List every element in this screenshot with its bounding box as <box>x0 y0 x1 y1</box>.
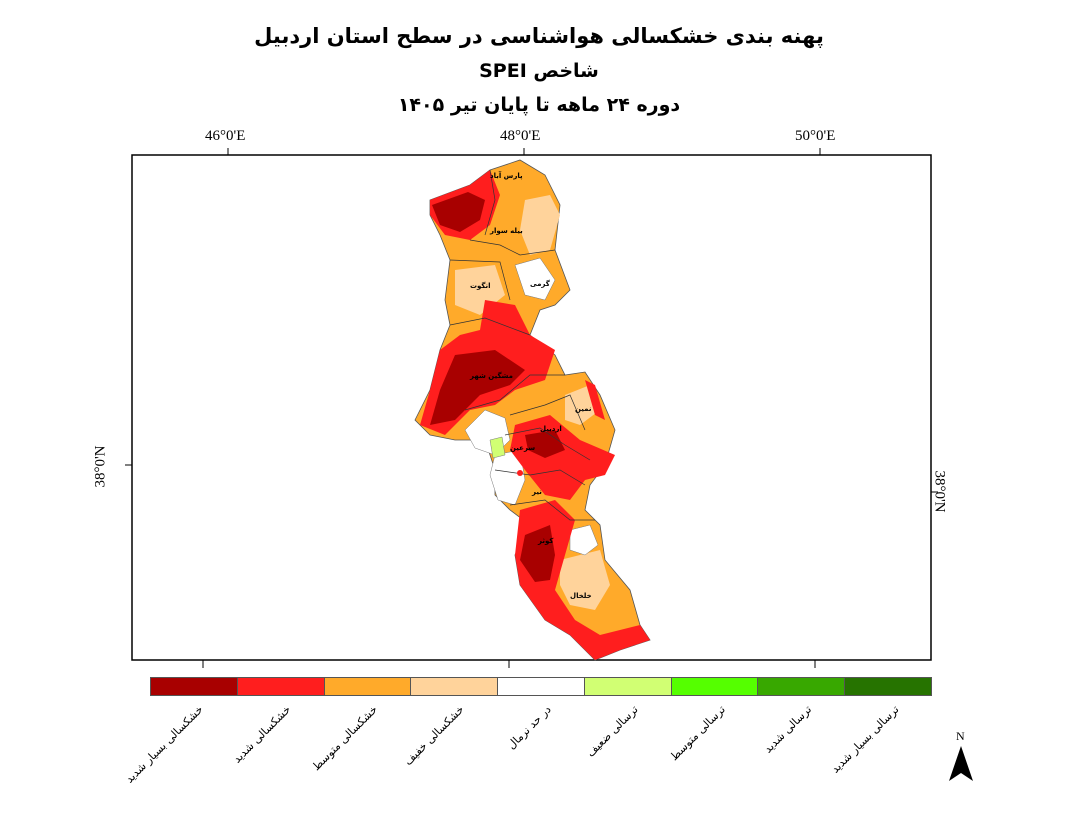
legend-swatch-2 <box>324 678 412 695</box>
zone-very-severe-ardabil <box>525 430 565 458</box>
label-nir: نیر <box>532 488 542 496</box>
zone-mild-north <box>520 195 560 255</box>
period-subtitle: دوره ۲۴ ماهه تا پایان تیر ۱۴۰۵ <box>397 94 681 116</box>
map-frame <box>131 154 932 661</box>
point-marker <box>517 470 523 476</box>
label-ardabil: اردبیل <box>540 425 562 433</box>
county-boundaries <box>449 169 595 521</box>
zone-severe-east <box>585 380 605 420</box>
zone-weak-wet <box>489 436 506 459</box>
zone-very-severe-north <box>432 192 485 232</box>
label-ungut: انگوت <box>470 282 491 290</box>
legend-swatch-8 <box>845 678 932 695</box>
zone-very-severe-meshgin <box>430 350 525 425</box>
label-namin: نمین <box>575 405 592 413</box>
zone-very-severe-south <box>520 525 555 582</box>
label-khalkhal: خلخال <box>570 592 592 600</box>
label-bilesavar: بیله سوار <box>490 227 523 235</box>
legend-swatch-4 <box>498 678 585 695</box>
map-title: پهنه بندی خشکسالی هواشناسی در سطح استان … <box>254 24 824 48</box>
legend-swatch-3 <box>411 678 499 695</box>
lon-tick-46: 46°0'E <box>205 128 246 144</box>
lon-tick-48: 48°0'E <box>500 128 541 144</box>
zone-normal-south <box>569 524 599 556</box>
legend-swatch-6 <box>671 678 759 695</box>
index-subtitle: شاخص SPEI <box>479 60 599 82</box>
zone-normal-germi <box>514 257 556 301</box>
lon-tick-50: 50°0'E <box>795 128 836 144</box>
legend-swatch-0 <box>151 678 238 695</box>
north-letter: N <box>956 729 965 743</box>
label-kowsar: کوثر <box>538 537 554 545</box>
legend-swatch-7 <box>758 678 846 695</box>
zone-mild-khalkhal <box>560 550 610 610</box>
legend-swatch-1 <box>237 678 325 695</box>
legend-swatch-5 <box>584 678 672 695</box>
label-sareyn: سرعین <box>510 444 536 452</box>
label-parsabad: پارس آباد <box>490 172 523 180</box>
legend-bar <box>150 677 932 696</box>
label-germi: گرمی <box>530 280 550 288</box>
label-meshginshahr: مشگین شهر <box>470 372 513 380</box>
north-arrow-icon <box>949 746 973 781</box>
